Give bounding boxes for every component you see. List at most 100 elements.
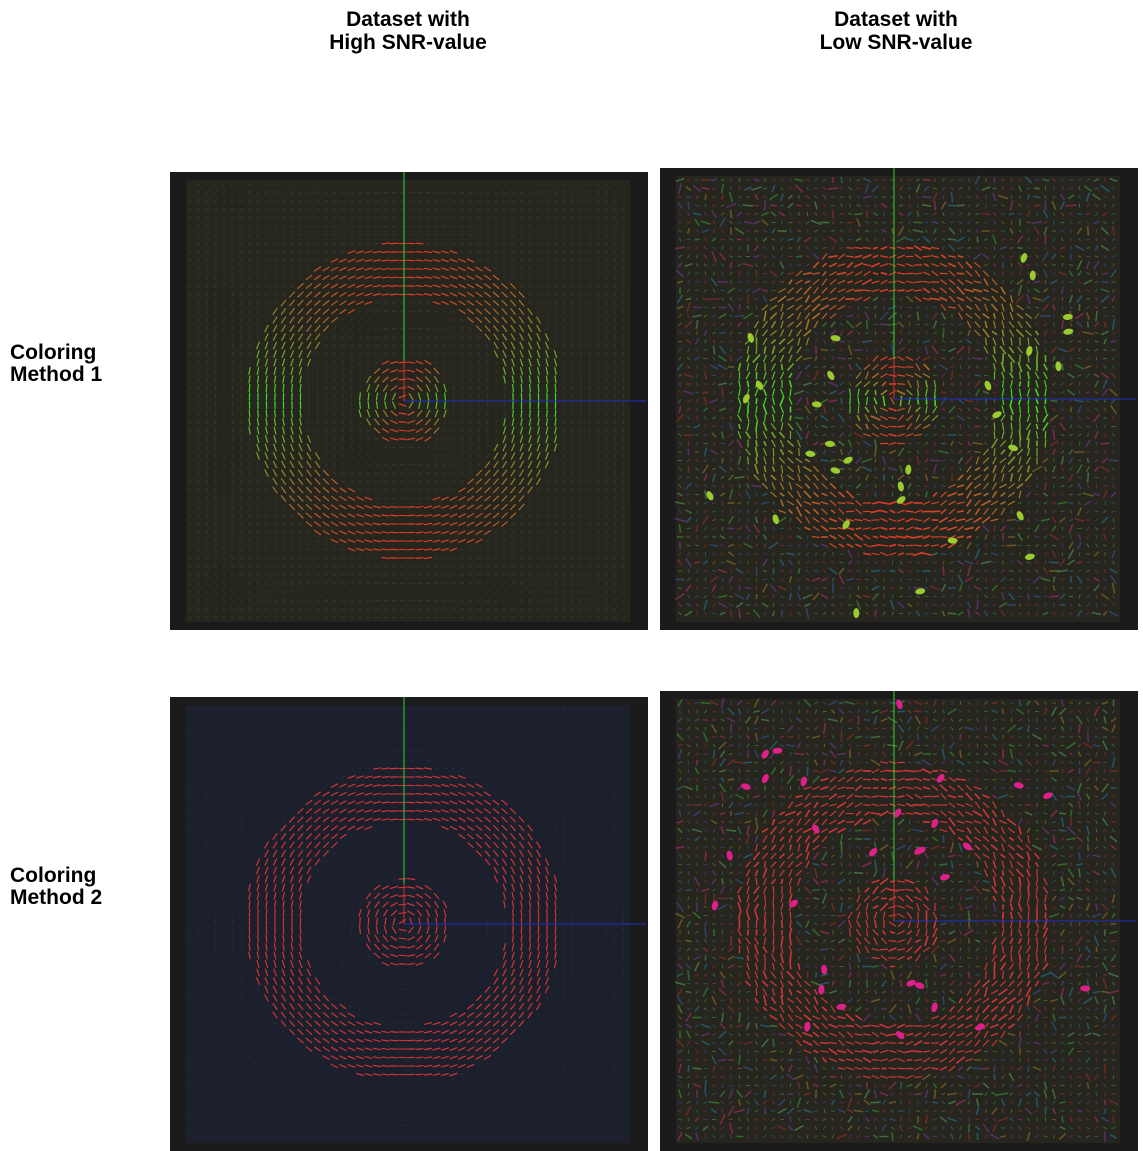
glyph: [972, 358, 983, 359]
glyph: [722, 510, 723, 514]
glyph: [215, 369, 216, 373]
glyph: [407, 294, 415, 295]
glyph: [975, 375, 981, 376]
glyph: [224, 369, 225, 373]
glyph: [821, 350, 828, 351]
glyph: [823, 231, 827, 232]
glyph: [530, 384, 531, 392]
glyph: [207, 369, 208, 373]
glyph: [190, 437, 191, 441]
glyph: [589, 429, 590, 433]
glyph: [426, 243, 430, 244]
glyph: [738, 256, 742, 257]
glyph: [1034, 281, 1040, 282]
glyph: [390, 260, 398, 261]
glyph: [1020, 255, 1021, 259]
glyph: [889, 528, 895, 529]
glyph: [728, 367, 734, 368]
glyph: [198, 429, 199, 433]
glyph: [435, 592, 439, 593]
glyph: [283, 410, 284, 418]
glyph: [899, 205, 903, 206]
glyph: [1003, 262, 1004, 268]
glyph: [375, 218, 379, 219]
glyph: [952, 314, 953, 318]
glyph: [416, 558, 424, 559]
glyph: [789, 256, 793, 257]
glyph: [735, 316, 744, 317]
glyph: [1011, 195, 1012, 199]
glyph-panel: [660, 168, 1138, 630]
glyph: [721, 239, 725, 240]
glyph: [874, 324, 878, 325]
glyph: [892, 476, 893, 480]
glyph: [623, 369, 624, 373]
glyph: [1102, 273, 1108, 274]
glyph: [606, 369, 607, 373]
glyph: [814, 188, 818, 189]
glyph: [572, 378, 573, 382]
glyph: [390, 515, 398, 516]
glyph: [951, 192, 952, 203]
glyph: [375, 209, 379, 210]
glyph: [712, 537, 716, 538]
glyph: [367, 617, 371, 618]
glyph: [598, 429, 599, 433]
glyph: [739, 304, 740, 311]
glyph: [409, 345, 413, 346]
glyph: [888, 324, 897, 325]
glyph: [390, 286, 398, 287]
glyph: [993, 188, 997, 189]
glyph: [375, 226, 379, 227]
glyph: [686, 197, 691, 198]
glyph: [367, 609, 371, 610]
glyph: [564, 420, 565, 424]
glyph: [754, 205, 760, 206]
glyph: [390, 294, 398, 295]
glyph: [623, 437, 624, 441]
glyph: [1003, 353, 1004, 363]
glyph: [934, 201, 935, 211]
glyph: [790, 263, 791, 267]
glyph: [530, 410, 531, 418]
glyph: [930, 511, 941, 512]
glyph: [898, 528, 904, 529]
glyph: [360, 393, 361, 401]
glyph: [737, 239, 742, 240]
glyph: [547, 384, 548, 392]
glyph: [1079, 391, 1080, 395]
glyph: [241, 378, 242, 382]
glyph: [392, 328, 396, 329]
glyph: [865, 333, 869, 334]
glyph: [190, 361, 191, 365]
glyph: [375, 592, 379, 593]
glyph-panel: [170, 172, 648, 630]
glyph: [678, 426, 682, 427]
glyph: [496, 412, 497, 416]
glyph: [1053, 430, 1054, 441]
glyph: [426, 235, 430, 236]
glyph: [918, 389, 919, 397]
glyph: [748, 457, 749, 465]
glyph: [752, 486, 762, 487]
glyph: [426, 218, 430, 219]
glyph: [850, 416, 851, 420]
glyph: [390, 277, 398, 278]
glyph: [399, 422, 407, 423]
glyph: [309, 412, 310, 416]
glyph: [1054, 459, 1055, 463]
glyph: [241, 369, 242, 373]
glyph: [487, 412, 488, 416]
glyph: [426, 583, 430, 584]
glyph: [392, 456, 396, 457]
glyph: [317, 386, 318, 390]
glyph: [375, 243, 379, 244]
glyph: [266, 384, 267, 392]
glyph: [892, 228, 893, 233]
glyph: [799, 448, 800, 456]
glyph: [1001, 545, 1005, 546]
glyph: [435, 609, 439, 610]
glyph: [796, 256, 803, 257]
glyph: [367, 201, 371, 202]
glyph: [416, 243, 424, 244]
